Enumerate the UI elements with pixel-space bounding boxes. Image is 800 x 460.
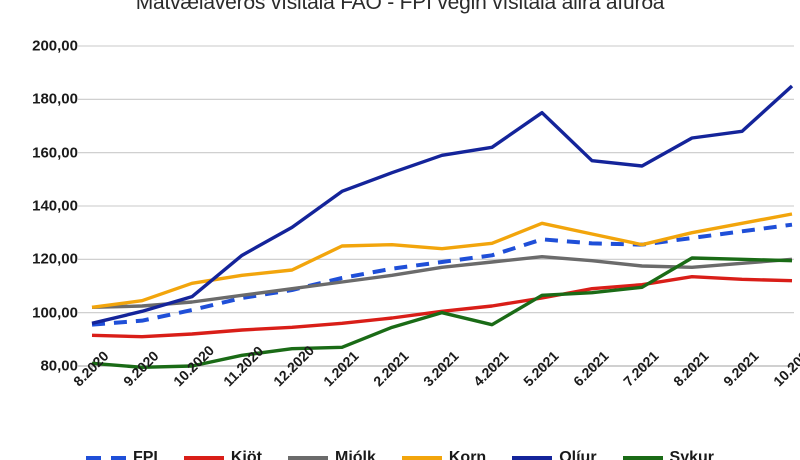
legend-label: Sykur bbox=[669, 449, 715, 460]
legend-label: Korn bbox=[448, 449, 487, 460]
legend-swatch-icon bbox=[287, 456, 328, 460]
legend-label: Olíur bbox=[559, 449, 597, 460]
x-axis-tick-label: 4.2021 bbox=[470, 347, 512, 390]
legend-item-korn[interactable]: Korn bbox=[401, 449, 487, 460]
x-axis-tick-label: 6.2021 bbox=[570, 347, 612, 390]
legend-label: Kjöt bbox=[230, 449, 262, 460]
legend-item-olíur[interactable]: Olíur bbox=[512, 449, 597, 460]
x-axis-tick-label: 5.2021 bbox=[520, 347, 562, 390]
legend-item-fpi[interactable]: FPI bbox=[85, 449, 158, 460]
y-axis-tick-label: 200,00 bbox=[32, 37, 78, 55]
series-line-olíur bbox=[91, 84, 794, 325]
x-axis-tick-label: 9.2021 bbox=[720, 347, 762, 390]
x-axis-tick-label: 1.2021 bbox=[320, 347, 362, 390]
legend-swatch-icon bbox=[512, 456, 553, 460]
x-axis-tick-label: 11.2020 bbox=[220, 342, 267, 390]
legend-swatch-icon bbox=[85, 456, 126, 460]
x-axis-tick-label: 10.2020 bbox=[170, 342, 218, 390]
series-line-korn bbox=[91, 212, 793, 310]
legend-item-sykur[interactable]: Sykur bbox=[622, 449, 715, 460]
y-axis-tick-label: 160,00 bbox=[32, 144, 78, 162]
legend-swatch-icon bbox=[401, 456, 442, 460]
x-axis-tick-label: 9.2020 bbox=[120, 347, 162, 390]
legend-label: Mjólk bbox=[334, 449, 376, 460]
y-axis-tick-label: 100,00 bbox=[32, 304, 78, 322]
legend-item-kjöt[interactable]: Kjöt bbox=[183, 449, 262, 460]
series-line-sykur bbox=[91, 256, 793, 370]
x-axis-tick-label: 10.2021 bbox=[770, 342, 800, 390]
chart-title: Matvælaverðs vísitala FAO - FPI vegin ví… bbox=[135, 0, 665, 14]
legend-swatch-icon bbox=[622, 456, 663, 460]
y-axis-tick-label: 80,00 bbox=[40, 357, 78, 375]
y-axis-tick-label: 180,00 bbox=[32, 90, 78, 108]
x-axis-tick-label: 3.2021 bbox=[420, 347, 462, 390]
x-axis-tick-label: 12.2020 bbox=[270, 342, 318, 390]
legend-swatch-icon bbox=[183, 456, 224, 460]
x-axis-tick-label: 2.2021 bbox=[370, 347, 412, 390]
chart-legend: FPI Kjöt Mjólk Korn Olíur Sykur bbox=[0, 449, 800, 460]
x-axis-tick-label: 8.2021 bbox=[670, 347, 712, 390]
legend-label: FPI bbox=[132, 449, 158, 460]
series-line-fpi bbox=[91, 222, 793, 327]
x-axis-tick-label: 7.2021 bbox=[620, 347, 662, 390]
y-axis-tick-label: 140,00 bbox=[32, 197, 78, 215]
y-axis-tick-labels: 200,00 180,00 160,00 140,00 120,00 100,00 80,0… bbox=[0, 0, 78, 460]
x-axis-tick-label: 8.2020 bbox=[70, 347, 112, 390]
y-axis-tick-label: 120,00 bbox=[32, 250, 78, 268]
legend-item-mjólk[interactable]: Mjólk bbox=[287, 449, 376, 460]
